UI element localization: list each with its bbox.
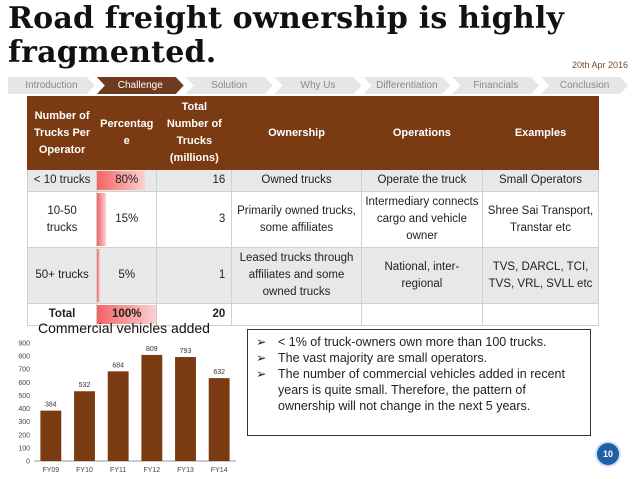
nav-why-us[interactable]: Why Us (275, 77, 362, 94)
x-tick-label: FY09 (42, 467, 59, 474)
percentage-value: 80% (115, 174, 139, 186)
cell-empty (360, 303, 484, 326)
bar (175, 357, 196, 461)
percentage-bar (97, 249, 101, 302)
y-tick-label: 500 (18, 393, 30, 400)
bar-value-label: 532 (79, 382, 91, 389)
percentage-value: 15% (115, 213, 139, 225)
header-operator: Number of Trucks Per Operator (26, 96, 98, 170)
arrow-bullet-icon: ➢ (256, 367, 267, 381)
header-examples: Examples (482, 96, 599, 170)
nav-challenge[interactable]: Challenge (97, 77, 184, 94)
nav-conclusion[interactable]: Conclusion (541, 77, 628, 94)
nav-financials[interactable]: Financials (452, 77, 539, 94)
cell-ownership: Leased trucks through affiliates and som… (231, 247, 362, 304)
bar-value-label: 793 (180, 348, 192, 355)
cell-total: 1 (156, 247, 233, 304)
bar-value-label: 684 (112, 362, 124, 369)
cell-operator: 50+ trucks (26, 247, 98, 304)
cell-total-percentage: 100% (96, 303, 158, 326)
table-total-row: Total 100% 20 (26, 303, 599, 326)
y-tick-label: 200 (18, 432, 30, 439)
cell-percentage: 80% (96, 169, 158, 192)
bullet-text: The number of commercial vehicles added … (278, 367, 565, 413)
cell-operator: < 10 trucks (26, 169, 98, 192)
bar-value-label: 809 (146, 346, 158, 353)
x-tick-label: FY13 (177, 467, 194, 474)
header-percentage: Percentag e (96, 96, 158, 170)
cell-operations: Intermediary connects cargo and vehicle … (360, 191, 484, 248)
commercial-vehicles-chart: 0 100 200 300 400 500 600 700 800 900 384 FY09 532 FY… (18, 341, 236, 474)
table-row: 50+ trucks 5% 1 Leased trucks through af… (26, 247, 599, 304)
bullet-item: ➢ The number of commercial vehicles added… (256, 366, 584, 414)
percentage-value: 5% (118, 269, 136, 281)
chart-title: Commercial vehicles added (38, 320, 210, 336)
nav-differentiation[interactable]: Differentiation (363, 77, 450, 94)
y-tick-label: 700 (18, 367, 30, 374)
key-points-box: ➢ < 1% of truck-owners own more than 100 … (247, 329, 591, 436)
bar (141, 354, 163, 461)
bullet-item: ➢ < 1% of truck-owners own more than 100 … (256, 334, 584, 350)
cell-operator: 10-50 trucks (26, 191, 98, 248)
table-row: 10-50 trucks 15% 3 Primarily owned truck… (26, 191, 599, 248)
nav-solution[interactable]: Solution (186, 77, 273, 94)
bullet-text: The vast majority are small operators. (278, 351, 488, 365)
header-operations: Operations (360, 96, 484, 170)
cell-examples: TVS, DARCL, TCI, TVS, VRL, SVLL etc (482, 247, 599, 304)
arrow-bullet-icon: ➢ (256, 335, 267, 349)
ownership-table-wrapper: Number of Trucks Per Operator Percentag … (26, 96, 599, 326)
percentage-bar (97, 171, 145, 190)
bar-value-label: 632 (213, 369, 225, 376)
cell-percentage: 5% (96, 247, 158, 304)
y-tick-label: 900 (18, 341, 30, 348)
cell-examples: Small Operators (482, 169, 599, 192)
x-tick-label: FY10 (76, 467, 93, 474)
section-nav: Introduction Challenge Solution Why Us D… (8, 77, 630, 94)
header-ownership: Ownership (231, 96, 362, 170)
header-total-trucks: Total Number of Trucks (millions) (156, 96, 233, 170)
x-tick-label: FY14 (211, 467, 228, 474)
cell-operations: Operate the truck (360, 169, 484, 192)
percentage-bar (97, 193, 107, 246)
bar (74, 391, 95, 461)
percentage-bar (97, 305, 157, 324)
bar (107, 371, 129, 461)
cell-empty (231, 303, 362, 326)
page-number: 10 (597, 443, 619, 465)
arrow-bullet-icon: ➢ (256, 351, 267, 365)
y-tick-label: 800 (18, 354, 30, 361)
page-title: Road freight ownership is highly fragmen… (8, 1, 565, 70)
bullet-item: ➢ The vast majority are small operators. (256, 350, 584, 366)
cell-total: 3 (156, 191, 233, 248)
cell-operations: National, inter-regional (360, 247, 484, 304)
bullet-text: < 1% of truck-owners own more than 100 t… (278, 335, 547, 349)
date-label: 20th Apr 2016 (571, 60, 628, 70)
x-tick-label: FY12 (143, 467, 160, 474)
percentage-value: 100% (112, 308, 142, 320)
cell-total-label: Total (26, 303, 98, 326)
x-tick-label: FY11 (110, 467, 126, 474)
nav-introduction[interactable]: Introduction (8, 77, 95, 94)
bar-value-label: 384 (45, 402, 57, 409)
cell-total-trucks: 20 (156, 303, 233, 326)
y-tick-label: 0 (26, 459, 30, 466)
bar (40, 410, 62, 461)
cell-ownership: Owned trucks (231, 169, 362, 192)
bar (208, 378, 230, 461)
cell-examples: Shree Sai Transport, Transtar etc (482, 191, 599, 248)
table-row: < 10 trucks 80% 16 Owned trucks Operate … (26, 169, 599, 192)
ownership-table: Number of Trucks Per Operator Percentag … (26, 96, 599, 326)
y-tick-label: 400 (18, 406, 30, 413)
cell-percentage: 15% (96, 191, 158, 248)
cell-empty (482, 303, 599, 326)
cell-ownership: Primarily owned trucks, some affiliates (231, 191, 362, 248)
y-tick-label: 600 (18, 380, 30, 387)
y-tick-label: 300 (18, 419, 30, 426)
y-tick-label: 100 (18, 445, 30, 452)
cell-total: 16 (156, 169, 233, 192)
